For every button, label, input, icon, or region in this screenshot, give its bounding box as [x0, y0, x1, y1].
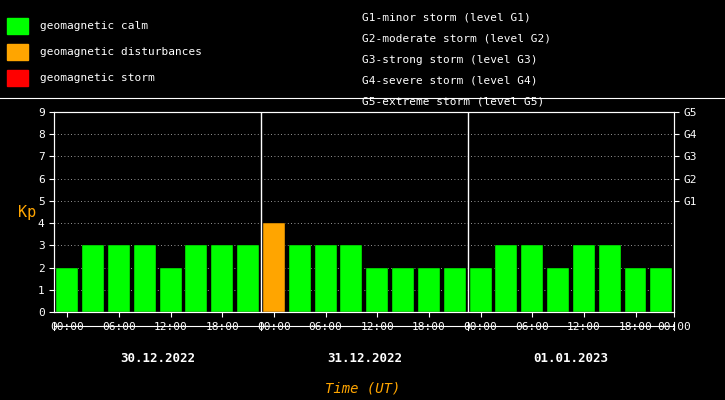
Bar — [289, 245, 311, 312]
Bar — [599, 245, 621, 312]
Bar — [315, 245, 336, 312]
Text: G4-severe storm (level G4): G4-severe storm (level G4) — [362, 76, 538, 86]
Text: G2-moderate storm (level G2): G2-moderate storm (level G2) — [362, 34, 552, 44]
Text: geomagnetic disturbances: geomagnetic disturbances — [40, 47, 202, 57]
Bar — [495, 245, 518, 312]
Bar — [160, 268, 181, 312]
Text: Time (UT): Time (UT) — [325, 382, 400, 396]
Bar — [624, 268, 647, 312]
Bar — [418, 268, 440, 312]
Bar — [263, 223, 285, 312]
Bar — [650, 268, 672, 312]
Text: geomagnetic storm: geomagnetic storm — [40, 73, 154, 83]
Text: G1-minor storm (level G1): G1-minor storm (level G1) — [362, 13, 531, 23]
Bar — [237, 245, 259, 312]
Bar — [366, 268, 388, 312]
Bar — [108, 245, 130, 312]
Bar — [186, 245, 207, 312]
Bar — [341, 245, 362, 312]
Bar — [547, 268, 569, 312]
Bar — [211, 245, 233, 312]
Text: G3-strong storm (level G3): G3-strong storm (level G3) — [362, 55, 538, 65]
Bar — [521, 245, 543, 312]
Y-axis label: Kp: Kp — [17, 204, 36, 220]
Text: G5-extreme storm (level G5): G5-extreme storm (level G5) — [362, 96, 544, 106]
Bar — [573, 245, 594, 312]
Bar — [82, 245, 104, 312]
Bar — [444, 268, 465, 312]
Text: 31.12.2022: 31.12.2022 — [327, 352, 402, 364]
Bar — [57, 268, 78, 312]
Text: 30.12.2022: 30.12.2022 — [120, 352, 195, 364]
Bar — [392, 268, 414, 312]
Bar — [134, 245, 156, 312]
Bar — [470, 268, 492, 312]
Text: geomagnetic calm: geomagnetic calm — [40, 21, 148, 31]
Text: 01.01.2023: 01.01.2023 — [534, 352, 608, 364]
